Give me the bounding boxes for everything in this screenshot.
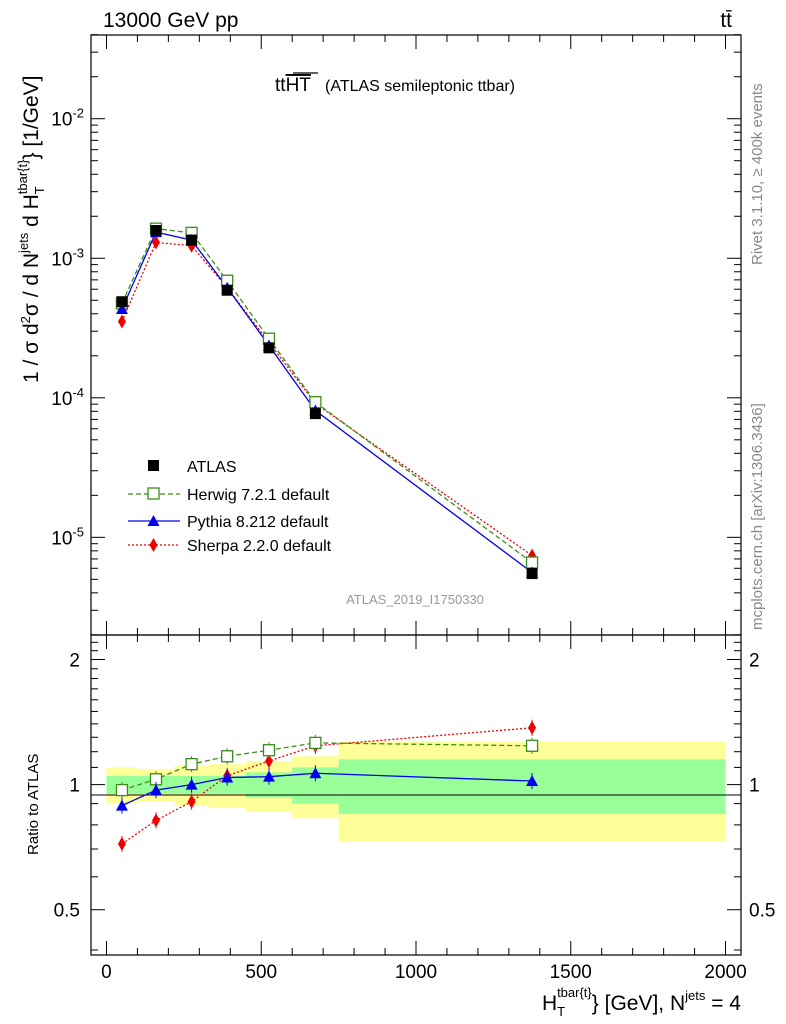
x-tick-label: 1000 <box>395 962 437 983</box>
ratio-y-tick-label: 1 <box>69 776 80 797</box>
legend-label-herwig: Herwig 7.2.1 default <box>187 487 330 504</box>
legend-entry-sherpa: Sherpa 2.2.0 default <box>128 538 332 555</box>
ratio-point-sherpa <box>528 720 537 735</box>
legend-label-pythia: Pythia 8.212 default <box>187 514 329 531</box>
ratio-point-pythia <box>526 775 539 787</box>
main-line-sherpa <box>121 241 533 557</box>
legend: ATLAS Herwig 7.2.1 default Pythia 8.212 … <box>128 459 332 555</box>
ratio-point-herwig <box>525 739 539 752</box>
main-point-pythia <box>115 302 128 314</box>
ratio-y-tick-label: 0.5 <box>54 901 80 922</box>
ratio-point-pythia <box>150 784 162 796</box>
plot-title-main: ttHT <box>275 75 311 96</box>
axes-ticks: 0 500 1000 1500 2000 10-2 10-3 10-4 10-5 0.5 0.5 1 1… <box>51 34 775 983</box>
plot-title-sub: (ATLAS semileptonic ttbar) <box>325 78 515 95</box>
ratio-point-herwig <box>262 744 276 757</box>
ratio-point-herwig <box>309 736 322 750</box>
main-point-atlas <box>263 342 275 354</box>
legend-marker-herwig <box>147 487 160 500</box>
legend-marker-pythia <box>147 515 160 526</box>
header-process: tt̄ <box>720 9 732 32</box>
main-y-tick-label: 10-4 <box>51 385 84 410</box>
main-y-axis-label: 1 / σ d2σ / d Njets d HTtbar{t}} [1/GeV] <box>15 75 47 383</box>
ratio-point-herwig <box>185 758 198 771</box>
analysis-watermark: ATLAS_2019_I1750330 <box>346 592 484 607</box>
legend-entry-herwig: Herwig 7.2.1 default <box>128 487 330 504</box>
main-point-atlas <box>221 284 233 296</box>
legend-marker-sherpa <box>149 538 158 552</box>
ratio-y-axis-label: Ratio to ATLAS <box>25 754 42 855</box>
ratio-point-sherpa <box>264 753 273 768</box>
main-y-tick-label: 10-3 <box>51 245 84 270</box>
x-axis-label: HTtbar{t}} [GeV], Njets = 4 <box>542 985 741 1019</box>
ratio-point-herwig <box>221 750 234 763</box>
main-point-atlas <box>150 225 162 237</box>
ratio-point-pythia <box>221 771 234 783</box>
ratio-point-herwig <box>115 783 129 797</box>
main-point-atlas <box>309 408 321 420</box>
legend-label-atlas: ATLAS <box>187 459 237 476</box>
plot-title: ttHT (ATLAS semileptonic ttbar) <box>275 72 515 96</box>
main-point-herwig <box>525 556 539 569</box>
ratio-point-pythia <box>185 778 198 790</box>
x-tick-label: 2000 <box>704 962 746 983</box>
main-point-atlas <box>186 234 198 246</box>
ratio-point-sherpa <box>187 794 196 809</box>
ratio-point-pythia <box>309 767 322 779</box>
x-tick-label: 1500 <box>550 962 592 983</box>
ratio-bands <box>106 741 726 842</box>
header-energy: 13000 GeV pp <box>103 9 238 32</box>
legend-entry-atlas: ATLAS <box>148 459 237 476</box>
legend-entry-pythia: Pythia 8.212 default <box>128 514 329 531</box>
main-y-tick-label: 10-2 <box>51 106 84 131</box>
ratio-series <box>115 719 539 852</box>
ratio-y-tick-label-right: 0.5 <box>749 901 775 922</box>
mcplots-credit-text: mcplots.cern.ch [arXiv:1306.3436] <box>749 403 766 630</box>
legend-label-sherpa: Sherpa 2.2.0 default <box>187 538 332 555</box>
ratio-point-pythia <box>115 799 128 811</box>
rivet-version-text: Rivet 3.1.10, ≥ 400k events <box>749 83 766 265</box>
main-series <box>115 222 539 580</box>
ratio-y-tick-label: 2 <box>69 651 80 672</box>
x-tick-label: 500 <box>245 962 277 983</box>
ratio-point-sherpa <box>117 836 126 851</box>
legend-marker-atlas <box>148 460 159 471</box>
ratio-y-tick-label-right: 1 <box>749 776 760 797</box>
x-tick-label: 0 <box>101 962 112 983</box>
main-point-sherpa <box>152 235 160 250</box>
ratio-point-pythia <box>262 770 275 782</box>
main-point-sherpa <box>117 314 126 329</box>
main-y-tick-label: 10-5 <box>51 524 84 549</box>
main-point-atlas <box>526 568 538 580</box>
ratio-y-tick-label-right: 2 <box>749 651 760 672</box>
ratio-point-sherpa <box>152 813 160 828</box>
main-point-atlas <box>116 296 128 308</box>
